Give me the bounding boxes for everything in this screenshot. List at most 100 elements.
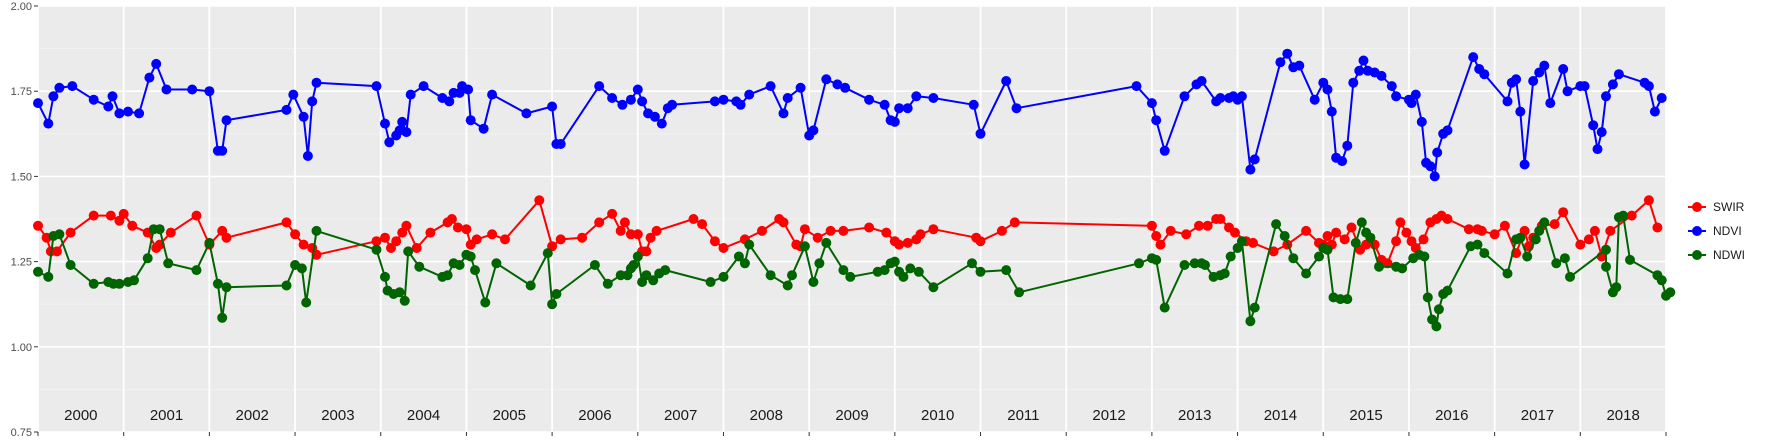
data-point-swir — [894, 239, 905, 250]
data-point-swir — [1346, 222, 1357, 233]
data-point-ndwi — [1271, 219, 1282, 230]
data-point-swir — [881, 227, 892, 238]
data-point-ndvi — [1275, 57, 1286, 68]
data-point-ndvi — [1429, 171, 1440, 182]
y-tick-label: 1.50 — [11, 171, 32, 183]
data-point-ndvi — [1309, 94, 1320, 105]
data-point-swir — [1499, 220, 1510, 231]
data-point-ndwi — [1335, 294, 1346, 305]
data-point-ndvi — [1376, 70, 1387, 81]
data-point-ndvi — [1386, 81, 1397, 92]
year-label: 2007 — [664, 407, 697, 424]
data-point-ndwi — [1350, 237, 1361, 248]
data-point-ndvi — [103, 101, 114, 112]
data-point-swir — [1652, 222, 1663, 233]
data-point-ndvi — [380, 118, 390, 129]
data-point-ndwi — [1397, 263, 1408, 274]
data-point-swir — [33, 220, 43, 231]
data-point-ndwi — [88, 278, 99, 289]
data-point-ndwi — [414, 261, 425, 272]
data-point-swir — [555, 234, 566, 245]
data-point-ndwi — [542, 248, 553, 259]
data-point-ndvi — [1354, 65, 1365, 76]
legend-item-swir: SWIR — [1688, 200, 1745, 214]
data-point-ndvi — [88, 94, 99, 105]
legend-key-marker — [1692, 202, 1702, 212]
data-point-ndvi — [1468, 52, 1479, 63]
data-point-ndwi — [660, 265, 671, 276]
year-label: 2012 — [1092, 407, 1125, 424]
data-point-ndvi — [968, 99, 979, 110]
legend-label: NDWI — [1713, 248, 1745, 262]
data-point-swir — [127, 220, 138, 231]
data-point-swir — [1165, 225, 1176, 236]
data-point-ndwi — [1442, 285, 1453, 296]
data-point-swir — [461, 224, 472, 235]
data-point-ndvi — [555, 139, 566, 149]
data-point-swir — [718, 243, 729, 253]
data-point-ndvi — [547, 101, 558, 112]
year-label: 2008 — [750, 407, 783, 424]
data-point-ndvi — [1416, 116, 1427, 127]
data-point-ndwi — [632, 251, 643, 262]
data-point-swir — [1151, 231, 1162, 241]
data-point-swir — [281, 217, 292, 228]
data-point-swir — [1339, 234, 1350, 245]
data-point-ndwi — [602, 278, 613, 289]
data-point-ndvi — [384, 137, 395, 148]
legend: SWIR NDVI NDWI — [1688, 200, 1745, 262]
data-point-swir — [1155, 239, 1166, 250]
data-point-ndvi — [1534, 67, 1545, 78]
data-point-ndvi — [1607, 79, 1618, 90]
data-point-ndvi — [1249, 154, 1260, 165]
data-point-swir — [651, 225, 662, 236]
data-point-ndwi — [1288, 253, 1299, 264]
data-point-ndvi — [1131, 81, 1142, 92]
data-point-ndvi — [1528, 76, 1539, 86]
data-point-ndwi — [394, 287, 405, 298]
data-point-ndvi — [1282, 48, 1293, 59]
data-point-ndvi — [221, 115, 232, 126]
data-point-swir — [825, 225, 836, 236]
data-point-ndwi — [1151, 254, 1162, 265]
data-point-ndvi — [1406, 98, 1417, 109]
data-point-ndwi — [163, 258, 174, 269]
data-point-ndwi — [281, 280, 292, 291]
data-point-ndwi — [1314, 251, 1324, 262]
data-point-ndvi — [911, 91, 922, 102]
data-point-swir — [975, 236, 986, 247]
data-point-ndwi — [913, 266, 924, 277]
data-point-ndvi — [465, 115, 476, 126]
data-point-ndwi — [1431, 321, 1442, 332]
data-point-ndvi — [1613, 69, 1624, 80]
data-point-swir — [1605, 225, 1616, 236]
data-point-ndwi — [1365, 232, 1376, 243]
data-point-ndvi — [975, 128, 986, 139]
data-point-swir — [1401, 227, 1412, 238]
data-point-ndwi — [1559, 253, 1570, 264]
year-label: 2017 — [1521, 407, 1554, 424]
data-point-ndwi — [589, 260, 600, 270]
data-point-ndwi — [470, 265, 480, 276]
data-point-ndwi — [628, 260, 639, 270]
data-point-ndwi — [648, 275, 659, 286]
data-point-swir — [1268, 246, 1279, 257]
data-point-ndvi — [1337, 156, 1348, 167]
data-point-ndvi — [54, 82, 65, 93]
data-point-swir — [380, 232, 390, 243]
data-point-ndwi — [799, 241, 810, 252]
data-point-ndvi — [709, 96, 720, 107]
data-point-ndwi — [1236, 236, 1247, 247]
data-point-ndvi — [1179, 91, 1190, 102]
data-point-ndwi — [928, 282, 939, 293]
data-point-ndwi — [1225, 251, 1236, 262]
data-point-swir — [452, 222, 463, 233]
data-point-ndwi — [33, 266, 43, 277]
data-point-ndwi — [787, 270, 797, 281]
data-point-ndvi — [151, 58, 162, 69]
data-point-ndwi — [43, 271, 54, 282]
data-point-swir — [221, 232, 232, 243]
data-point-swir — [51, 246, 62, 257]
data-point-ndvi — [1151, 115, 1162, 126]
data-point-ndwi — [1374, 261, 1384, 272]
